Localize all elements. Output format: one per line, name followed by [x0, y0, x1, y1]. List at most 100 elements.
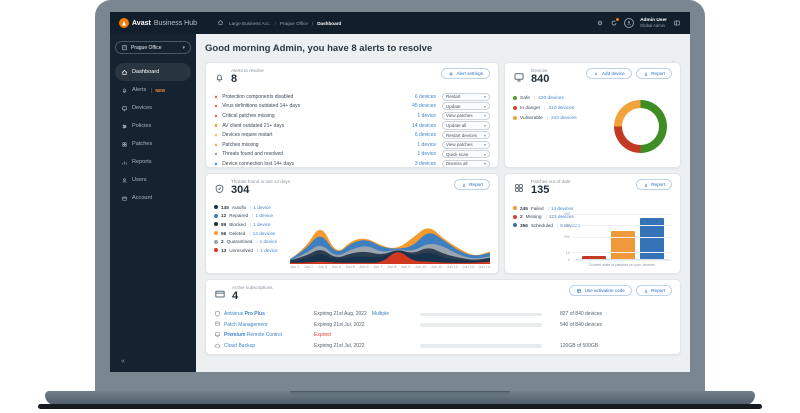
subscription-name-link[interactable]: Antivirus Pro Plus [214, 310, 314, 319]
side-panel-icon[interactable] [673, 19, 681, 27]
alert-action-select[interactable]: Restart ▾ [442, 92, 490, 101]
devices-count: 840 [531, 73, 550, 85]
sidebar-item-policies[interactable]: Policies [115, 117, 191, 135]
legend-item: Vulnerable210 devices [513, 113, 672, 123]
monitor-icon [513, 70, 525, 88]
threats-report-button[interactable]: Report [453, 179, 490, 190]
devices-link[interactable]: 210 devices [543, 106, 575, 111]
alert-severity-icon [214, 142, 219, 147]
devices-link[interactable]: 420 devices [533, 96, 564, 101]
download-icon [644, 72, 647, 76]
alert-action-select[interactable]: Update all ▾ [442, 121, 490, 130]
alert-severity-icon [214, 123, 219, 128]
subscription-usage: 120GB of 500GB [560, 343, 599, 350]
notifications-icon[interactable] [610, 18, 620, 27]
alert-action-select[interactable]: Update ▾ [442, 102, 490, 111]
breadcrumb-account[interactable]: Large Business Acc. [229, 20, 271, 26]
subscription-name-link[interactable]: Premium Remote Control [214, 331, 314, 340]
sidebar-item-patches[interactable]: Patches [115, 135, 191, 153]
sidebar-collapse-button[interactable]: « [121, 358, 125, 365]
sidebar-item-devices[interactable]: Devices [115, 99, 191, 117]
subscription-row: Patch Management Expiring 21st Jul, 2022… [214, 320, 672, 331]
devices-link[interactable]: 1 device [249, 205, 270, 210]
subscription-name-link[interactable]: Cloud Backup [214, 342, 314, 351]
devices-link[interactable]: 14 devices [547, 206, 573, 211]
devices-link[interactable]: 1 device [417, 141, 436, 148]
devices-link[interactable]: 3 devices [414, 160, 436, 167]
devices-link[interactable]: 210 devices [546, 116, 577, 121]
legend-item: 145Autofix1 device [214, 203, 294, 212]
alert-action-select[interactable]: View patches ▾ [442, 111, 490, 121]
remote-monitor-icon [214, 331, 221, 340]
bar-missing [582, 255, 606, 259]
sidebar-item-account[interactable]: Account [115, 189, 191, 207]
user-avatar[interactable] [624, 18, 635, 28]
devices-link[interactable]: 1 device [256, 248, 277, 253]
org-selector[interactable]: Prague Office ▾ [115, 41, 191, 54]
alert-settings-button[interactable]: Alert settings [440, 68, 490, 79]
alert-action-select[interactable]: Restart devices ▾ [442, 131, 490, 140]
download-icon [644, 289, 647, 293]
brand: Avast Business Hub [119, 18, 197, 28]
devices-link[interactable]: 14 devices [412, 122, 436, 129]
devices-link[interactable]: 1 device [249, 222, 270, 227]
bell-icon [214, 70, 225, 88]
devices-link[interactable]: 1 device [417, 112, 436, 119]
subscription-expiry: Expiring 21st Jul, 2022 [314, 343, 365, 350]
subscriptions-card: Active subscriptions 4 Use activation co… [205, 279, 681, 355]
alert-action-select[interactable]: View patches ▾ [442, 140, 490, 149]
add-device-button[interactable]: Add device [586, 68, 632, 79]
bar-chart-x-label: Current state of patches on your devices [588, 263, 656, 267]
chevron-down-icon: ▾ [483, 132, 486, 138]
devices-link[interactable]: 6 devices [556, 223, 580, 228]
patches-card: Patches out of date 135 Report [504, 173, 681, 274]
sidebar-item-reports[interactable]: Reports [115, 153, 191, 171]
sidebar-item-label: Devices [132, 105, 152, 111]
devices-report-button[interactable]: Report [635, 68, 672, 79]
use-activation-code-button[interactable]: Use activation code [569, 285, 632, 296]
devices-link[interactable]: 1 device [417, 151, 436, 158]
sidebar-item-alerts[interactable]: Alerts NEW [115, 81, 191, 99]
devices-link[interactable]: 45 devices [412, 103, 436, 110]
legend-item: 56Deleted14 devices [214, 229, 294, 238]
subscriptions-report-button[interactable]: Report [635, 285, 672, 296]
subscription-name-link[interactable]: Patch Management [214, 320, 314, 329]
user-info[interactable]: Admin User Global Admin [640, 18, 667, 29]
devices-link[interactable]: 6 devices [414, 93, 436, 100]
app-screen: Avast Business Hub Large Business Acc. P… [110, 12, 690, 372]
patch-box-icon [214, 320, 221, 329]
topbar-actions: Admin User Global Admin [596, 18, 681, 29]
patches-report-button[interactable]: Report [635, 179, 672, 190]
usage-progress-bar [420, 312, 542, 317]
alert-severity-icon [214, 94, 219, 99]
chevron-down-icon: ▾ [483, 103, 486, 109]
sidebar-item-label: Dashboard [132, 69, 160, 75]
alerts-count: 8 [231, 73, 238, 85]
legend-dot [214, 213, 218, 218]
bell-icon [122, 88, 127, 93]
threats-area-chart [290, 218, 490, 264]
threats-card: Threats found in last 14 days 304 Report [205, 173, 499, 274]
sidebar-item-label: Reports [132, 159, 152, 165]
breadcrumb-site[interactable]: Prague Office [275, 21, 308, 26]
sidebar-item-dashboard[interactable]: Dashboard [115, 63, 191, 81]
sidebar: Prague Office ▾ Dashboard Alerts NEW Dev… [110, 34, 196, 372]
download-icon [644, 183, 647, 187]
devices-link[interactable]: 1 device [251, 213, 272, 218]
devices-link[interactable]: 6 devices [414, 132, 436, 139]
multiple-link[interactable]: Multiple [371, 311, 390, 318]
legend-item: 13Unresolved1 device [214, 246, 294, 255]
main-content: Good morning Admin, you have 8 alerts to… [196, 34, 690, 372]
subscription-row: Antivirus Pro Plus Expiring 21st Aug, 20… [214, 309, 672, 320]
devices-link[interactable]: 123 devices [545, 214, 574, 219]
devices-link[interactable]: 14 devices [248, 231, 275, 236]
threats-legend: 145Autofix1 device 12Repaired1 device 89… [214, 203, 294, 255]
alert-action-select[interactable]: Dismiss all ▾ [442, 159, 490, 167]
sidebar-item-users[interactable]: Users [115, 171, 191, 189]
devices-link[interactable]: 1 device [255, 239, 277, 244]
card-title: Active subscriptions [232, 285, 273, 290]
alert-row: Critical patches missing 1 device View pat… [214, 111, 490, 121]
settings-gear-icon[interactable] [596, 19, 604, 27]
alert-action-select[interactable]: Quick scan ▾ [442, 150, 490, 159]
dashboard-icon [121, 69, 128, 75]
